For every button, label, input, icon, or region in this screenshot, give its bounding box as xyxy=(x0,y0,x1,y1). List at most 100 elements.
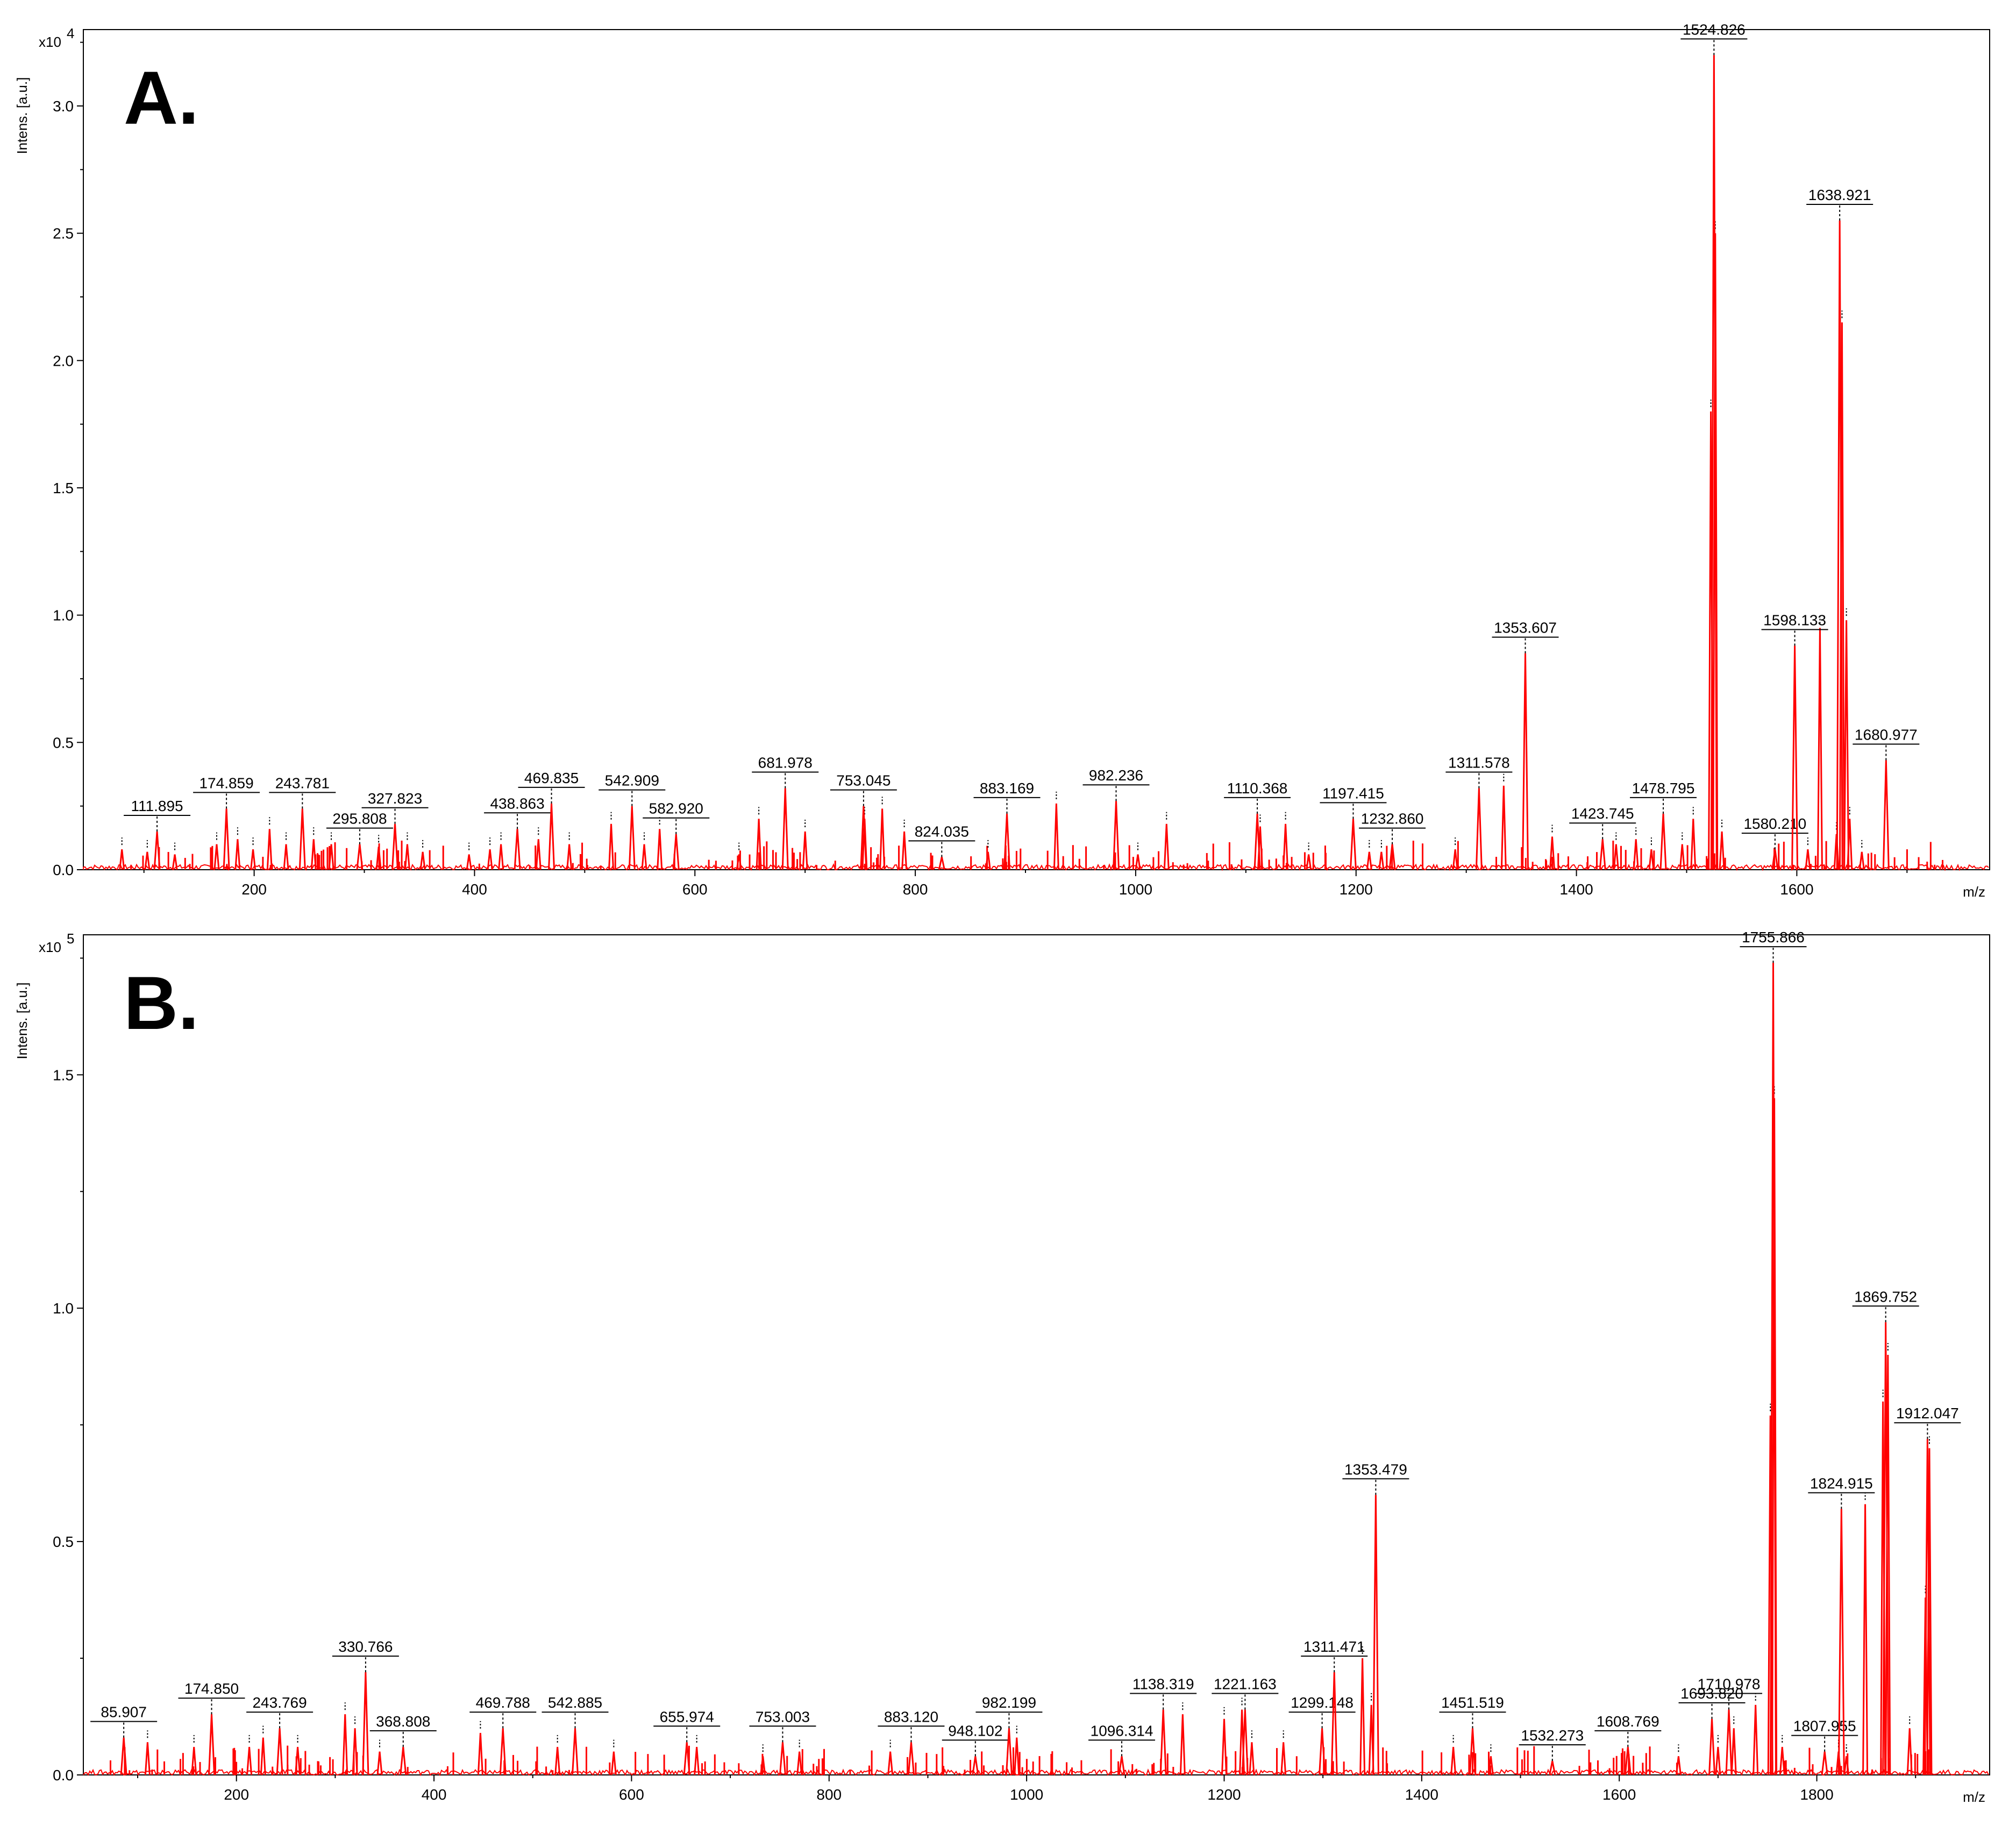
chart-a-peak-label: 883.169 xyxy=(980,780,1034,797)
chart-a-peak xyxy=(756,819,762,870)
chart-a-peak xyxy=(419,851,426,870)
chart-a-peak xyxy=(172,854,178,870)
chart-a-peak xyxy=(328,844,334,870)
chart-a-peak xyxy=(641,844,647,870)
chart-a-y-exponent: 4 xyxy=(67,25,74,41)
chart-b-peak xyxy=(1014,1737,1020,1775)
chart-b-labeled-peak xyxy=(1319,1728,1326,1775)
chart-b-peak-label: 1807.955 xyxy=(1793,1718,1856,1735)
chart-a-peak-label: 295.808 xyxy=(332,811,387,827)
chart-a-peak xyxy=(283,844,289,870)
chart-b-y-tick-label: 0.0 xyxy=(53,1767,74,1784)
chart-b-labeled-peak xyxy=(1821,1751,1828,1775)
chart-b-peak xyxy=(1675,1756,1682,1775)
chart-a-peak xyxy=(802,831,808,870)
chart-a-peak xyxy=(234,839,241,870)
chart-a-peak xyxy=(144,851,151,870)
chart-b-x-axis-label: m/z xyxy=(1963,1789,1985,1805)
chart-a-peak xyxy=(119,849,125,870)
chart-a-peak xyxy=(487,849,493,870)
chart-a-peak-label: 681.978 xyxy=(758,755,813,771)
chart-b-peak-label: 948.102 xyxy=(948,1722,1002,1739)
chart-b-labeled-peaks: 85.907 174.850 243.769 330.766 368.808 469.78… xyxy=(90,929,1961,1775)
chart-a-labeled-peak xyxy=(628,806,636,870)
chart-b-peak xyxy=(342,1714,348,1775)
chart-b-peak-label: 1824.915 xyxy=(1810,1475,1873,1491)
chart-a-peak xyxy=(1306,854,1312,870)
chart-b-y-tick-label: 0.5 xyxy=(53,1533,74,1550)
chart-b-peak-label: 1755.866 xyxy=(1742,929,1805,946)
chart-a-peak xyxy=(1816,628,1823,870)
chart-a-labeled-peak xyxy=(1475,788,1483,870)
chart-a-peak xyxy=(1378,851,1385,870)
chart-a-peak xyxy=(535,839,542,870)
chart-a-peak xyxy=(1613,844,1619,870)
chart-b-peak-label: 655.974 xyxy=(660,1708,714,1725)
chart-b-x-tick-label: 800 xyxy=(816,1786,842,1803)
chart-b-peak-label: 1221.163 xyxy=(1214,1676,1277,1693)
chart-b-x-tick-label: 1600 xyxy=(1602,1786,1636,1803)
chart-b-labeled-peak xyxy=(400,1746,407,1775)
chart-b-labeled-peak xyxy=(1241,1709,1249,1775)
chart-a-peak-label: 1353.607 xyxy=(1494,620,1557,636)
chart-b-y-tick-label: 1.0 xyxy=(53,1300,74,1317)
chart-a-peak-label: 542.909 xyxy=(605,772,659,789)
chart-b-labeled-peak xyxy=(208,1714,216,1775)
chart-b-peak xyxy=(1843,1756,1850,1775)
chart-b-peak xyxy=(1926,1448,1933,1775)
chart-a-peak-label: 1232.860 xyxy=(1361,811,1424,827)
chart-b-baseline xyxy=(83,1768,1989,1777)
chart-b-peak xyxy=(760,1756,766,1775)
chart-a-labeled-peak xyxy=(860,806,867,870)
chart-a-peak-label: 174.859 xyxy=(199,775,253,791)
chart-a-x-tick-label: 600 xyxy=(682,881,708,898)
chart-b-labeled-peak xyxy=(362,1672,369,1775)
chart-b-labeled-peak xyxy=(1330,1672,1338,1775)
chart-a-peak xyxy=(1135,854,1141,870)
chart-a-peak xyxy=(250,849,257,870)
chart-a-labeled-peak xyxy=(781,788,789,870)
chart-b-peak-label: 85.907 xyxy=(101,1704,147,1721)
chart-b-peak xyxy=(694,1746,700,1775)
chart-a-peak xyxy=(608,823,615,870)
chart-a-peak xyxy=(1719,831,1725,870)
chart-a-x-tick-label: 400 xyxy=(462,881,487,898)
chart-a-labeled-peak xyxy=(1349,819,1357,870)
chart-b-peak-label: 1912.047 xyxy=(1896,1405,1959,1422)
chart-b-peak-label: 1869.752 xyxy=(1854,1288,1917,1305)
chart-b-labeled-peak xyxy=(1708,1718,1716,1775)
chart-a-y-tick-label: 3.0 xyxy=(53,98,74,115)
chart-b-labeled-peak xyxy=(120,1737,127,1775)
chart-a-peak xyxy=(1366,851,1372,870)
chart-b-peak xyxy=(1885,1354,1891,1775)
chart-b-peak xyxy=(246,1746,253,1775)
chart-a-labeled-peak xyxy=(1113,801,1120,870)
chart-b-peak xyxy=(1280,1742,1287,1775)
chart-b-peak xyxy=(191,1746,197,1775)
chart-a-peak-label: 582.920 xyxy=(649,800,703,817)
chart-a-peak xyxy=(657,829,663,870)
chart-b-peak xyxy=(376,1751,383,1775)
chart-b-peak-label: 1311.471 xyxy=(1303,1638,1365,1655)
chart-b-x-tick-label: 1400 xyxy=(1405,1786,1438,1803)
chart-b-peak-label: 1451.519 xyxy=(1441,1694,1504,1711)
chart-a-peak xyxy=(213,844,220,870)
chart-a-peak xyxy=(375,847,382,870)
chart-a-labeled-peak xyxy=(1882,760,1890,870)
chart-b-peak-label: 469.788 xyxy=(476,1694,530,1711)
chart-a-peak xyxy=(1283,823,1289,870)
chart-a-peak xyxy=(1648,849,1655,870)
chart-a-peak-label: 111.895 xyxy=(131,798,183,814)
chart-a-peak-label: 1110.368 xyxy=(1227,780,1288,797)
chart-a-peak-label: 1478.795 xyxy=(1632,780,1695,797)
chart-a-x-axis-label: m/z xyxy=(1963,884,1985,900)
chart-b-x-tick-label: 1000 xyxy=(1010,1786,1043,1803)
chart-a-peak xyxy=(1679,844,1685,870)
chart-b-peak xyxy=(1450,1746,1457,1775)
chart-b-peak xyxy=(1779,1746,1785,1775)
chart-a-peak-label: 1311.578 xyxy=(1448,755,1510,771)
chart-a-labeled-peak xyxy=(391,823,399,870)
chart-b-labeled-peak xyxy=(1770,963,1777,1775)
chart-b-peak-label: 1608.769 xyxy=(1597,1713,1659,1730)
chart-b-panel-letter: B. xyxy=(124,961,199,1045)
